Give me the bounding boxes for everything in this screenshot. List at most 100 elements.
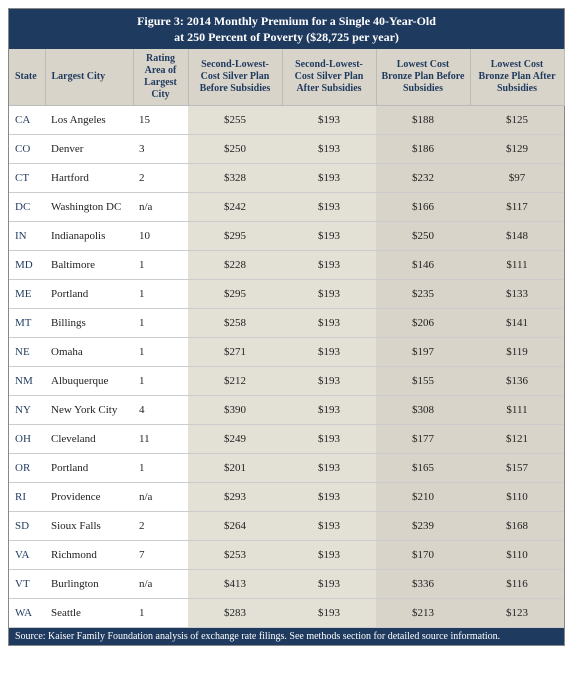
cell-silver-before: $328 xyxy=(188,164,282,193)
cell-city: Seattle xyxy=(45,599,133,628)
cell-bronze-before: $213 xyxy=(376,599,470,628)
cell-rating: 3 xyxy=(133,135,188,164)
cell-bronze-after: $119 xyxy=(470,338,564,367)
cell-silver-after: $193 xyxy=(282,222,376,251)
cell-silver-before: $228 xyxy=(188,251,282,280)
cell-rating: n/a xyxy=(133,193,188,222)
cell-state: NM xyxy=(9,367,45,396)
cell-city: Sioux Falls xyxy=(45,512,133,541)
cell-rating: 1 xyxy=(133,309,188,338)
cell-silver-before: $253 xyxy=(188,541,282,570)
table-row: MDBaltimore1$228$193$146$111 xyxy=(9,251,564,280)
cell-silver-after: $193 xyxy=(282,599,376,628)
cell-rating: 1 xyxy=(133,251,188,280)
table-row: DCWashington DCn/a$242$193$166$117 xyxy=(9,193,564,222)
cell-bronze-before: $177 xyxy=(376,425,470,454)
cell-bronze-before: $232 xyxy=(376,164,470,193)
cell-bronze-before: $250 xyxy=(376,222,470,251)
table-row: CTHartford2$328$193$232$97 xyxy=(9,164,564,193)
cell-bronze-after: $111 xyxy=(470,396,564,425)
table-row: NEOmaha1$271$193$197$119 xyxy=(9,338,564,367)
cell-bronze-after: $148 xyxy=(470,222,564,251)
cell-silver-before: $293 xyxy=(188,483,282,512)
table-row: NMAlbuquerque1$212$193$155$136 xyxy=(9,367,564,396)
header-row: State Largest City Rating Area of Larges… xyxy=(9,49,564,106)
cell-state: CA xyxy=(9,106,45,135)
cell-bronze-before: $197 xyxy=(376,338,470,367)
cell-silver-before: $271 xyxy=(188,338,282,367)
cell-state: IN xyxy=(9,222,45,251)
cell-bronze-before: $308 xyxy=(376,396,470,425)
col-bronze-after: Lowest Cost Bronze Plan After Subsidies xyxy=(470,49,564,106)
title-line-2: at 250 Percent of Poverty ($28,725 per y… xyxy=(174,30,399,44)
cell-city: Hartford xyxy=(45,164,133,193)
title-line-1: Figure 3: 2014 Monthly Premium for a Sin… xyxy=(137,14,436,28)
cell-silver-before: $242 xyxy=(188,193,282,222)
cell-silver-after: $193 xyxy=(282,570,376,599)
cell-silver-before: $255 xyxy=(188,106,282,135)
table-row: MEPortland1$295$193$235$133 xyxy=(9,280,564,309)
cell-silver-after: $193 xyxy=(282,483,376,512)
table-row: CODenver3$250$193$186$129 xyxy=(9,135,564,164)
cell-bronze-after: $168 xyxy=(470,512,564,541)
cell-rating: 1 xyxy=(133,599,188,628)
cell-city: Albuquerque xyxy=(45,367,133,396)
col-city: Largest City xyxy=(45,49,133,106)
cell-silver-after: $193 xyxy=(282,193,376,222)
cell-rating: 7 xyxy=(133,541,188,570)
cell-bronze-after: $129 xyxy=(470,135,564,164)
cell-state: WA xyxy=(9,599,45,628)
cell-rating: n/a xyxy=(133,483,188,512)
table-row: RIProvidencen/a$293$193$210$110 xyxy=(9,483,564,512)
cell-rating: 1 xyxy=(133,454,188,483)
cell-city: Omaha xyxy=(45,338,133,367)
cell-city: New York City xyxy=(45,396,133,425)
cell-city: Cleveland xyxy=(45,425,133,454)
cell-bronze-after: $133 xyxy=(470,280,564,309)
cell-city: Portland xyxy=(45,280,133,309)
table-row: OHCleveland11$249$193$177$121 xyxy=(9,425,564,454)
table-row: INIndianapolis10$295$193$250$148 xyxy=(9,222,564,251)
cell-bronze-after: $121 xyxy=(470,425,564,454)
cell-city: Providence xyxy=(45,483,133,512)
cell-silver-after: $193 xyxy=(282,251,376,280)
cell-silver-before: $283 xyxy=(188,599,282,628)
cell-city: Portland xyxy=(45,454,133,483)
cell-bronze-before: $146 xyxy=(376,251,470,280)
cell-state: OR xyxy=(9,454,45,483)
figure-title: Figure 3: 2014 Monthly Premium for a Sin… xyxy=(9,9,564,49)
cell-silver-before: $264 xyxy=(188,512,282,541)
cell-state: RI xyxy=(9,483,45,512)
cell-silver-after: $193 xyxy=(282,367,376,396)
table-row: VARichmond7$253$193$170$110 xyxy=(9,541,564,570)
cell-state: ME xyxy=(9,280,45,309)
cell-bronze-after: $97 xyxy=(470,164,564,193)
cell-bronze-before: $239 xyxy=(376,512,470,541)
cell-silver-after: $193 xyxy=(282,135,376,164)
cell-city: Baltimore xyxy=(45,251,133,280)
cell-silver-before: $258 xyxy=(188,309,282,338)
cell-bronze-after: $110 xyxy=(470,541,564,570)
cell-bronze-before: $170 xyxy=(376,541,470,570)
table-row: SDSioux Falls2$264$193$239$168 xyxy=(9,512,564,541)
cell-bronze-before: $210 xyxy=(376,483,470,512)
cell-bronze-before: $206 xyxy=(376,309,470,338)
cell-silver-after: $193 xyxy=(282,512,376,541)
table-row: CALos Angeles15$255$193$188$125 xyxy=(9,106,564,135)
premium-table: State Largest City Rating Area of Larges… xyxy=(9,49,565,628)
cell-city: Richmond xyxy=(45,541,133,570)
cell-state: MT xyxy=(9,309,45,338)
cell-city: Indianapolis xyxy=(45,222,133,251)
col-state: State xyxy=(9,49,45,106)
table-body: CALos Angeles15$255$193$188$125CODenver3… xyxy=(9,106,564,628)
cell-bronze-after: $157 xyxy=(470,454,564,483)
cell-silver-after: $193 xyxy=(282,454,376,483)
cell-rating: 2 xyxy=(133,512,188,541)
table-row: ORPortland1$201$193$165$157 xyxy=(9,454,564,483)
col-silver-before: Second-Lowest-Cost Silver Plan Before Su… xyxy=(188,49,282,106)
cell-silver-before: $201 xyxy=(188,454,282,483)
cell-state: NE xyxy=(9,338,45,367)
cell-rating: 10 xyxy=(133,222,188,251)
cell-city: Washington DC xyxy=(45,193,133,222)
figure-source-note: Source: Kaiser Family Foundation analysi… xyxy=(9,628,564,645)
